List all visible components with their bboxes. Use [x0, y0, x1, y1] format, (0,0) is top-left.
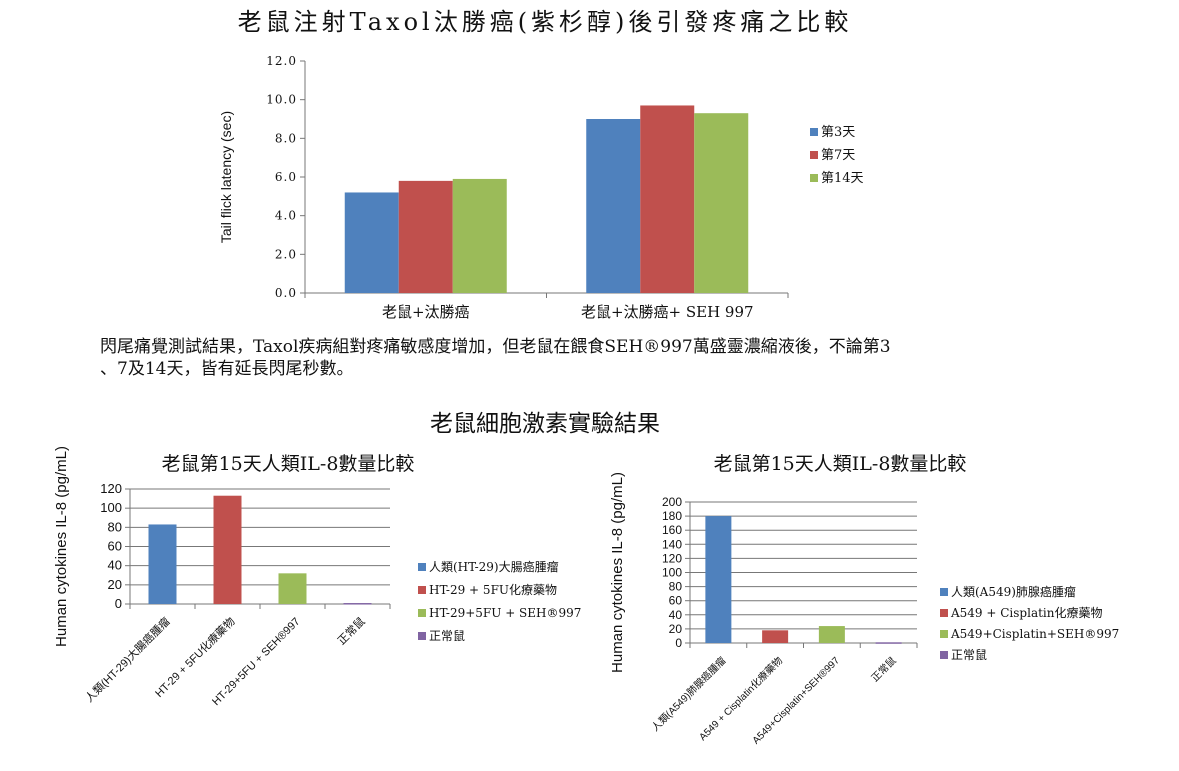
y-tick-label: 80 [108, 519, 122, 534]
y-tick-label: 40 [669, 608, 683, 622]
legend-swatch [810, 128, 818, 136]
legend-swatch [940, 651, 948, 659]
legend-swatch [940, 630, 948, 638]
bar [818, 626, 845, 643]
y-tick-label: 2.0 [275, 247, 297, 261]
y-tick-label: 200 [662, 495, 682, 509]
legend-swatch [810, 151, 818, 159]
legend-label: 第14天 [821, 171, 864, 186]
bar [705, 516, 732, 643]
bar [762, 630, 789, 643]
legend-swatch [940, 588, 948, 596]
y-tick-label: 100 [100, 500, 122, 515]
legend-label: A549+Cisplatin+SEH®997 [950, 627, 1119, 641]
bar [398, 180, 453, 293]
bar [875, 642, 902, 644]
bar [640, 105, 695, 293]
y-tick-label: 20 [108, 577, 122, 592]
y-tick-label: 120 [100, 481, 122, 496]
y-tick-label: 100 [662, 566, 682, 580]
legend-swatch [418, 563, 426, 571]
legend-label: HT-29 + 5FU化療藥物 [429, 583, 557, 597]
bar [452, 178, 507, 293]
section-title: 老鼠細胞激素實驗結果 [430, 411, 660, 437]
y-axis-label: Human cytokines IL-8 (pg/mL) [609, 472, 626, 673]
legend-label: 正常鼠 [429, 629, 465, 643]
y-tick-label: 60 [108, 539, 122, 554]
chart-title: 老鼠第15天人類IL-8數量比較 [714, 453, 967, 475]
legend-label: 人類(A549)肺腺癌腫瘤 [951, 584, 1076, 599]
bar [278, 573, 307, 604]
y-tick-label: 0 [675, 636, 682, 650]
y-tick-label: 10.0 [266, 93, 297, 107]
bar [344, 192, 399, 293]
y-tick-label: 0 [115, 596, 122, 611]
legend-swatch [418, 609, 426, 617]
legend-swatch [418, 586, 426, 594]
bar [586, 119, 641, 293]
main-title: 老鼠注射Taxol汰勝癌(紫杉醇)後引發疼痛之比較 [237, 8, 853, 36]
caption-line-2: 、7及14天，皆有延長閃尾秒數。 [100, 359, 354, 379]
legend-label: 第7天 [821, 148, 855, 163]
y-axis-label: Tail flick latency (sec) [218, 111, 234, 243]
legend-label: 人類(HT-29)大腸癌腫瘤 [429, 559, 559, 574]
y-tick-label: 180 [662, 509, 682, 523]
x-category-label: 正常鼠 [868, 654, 898, 684]
bar [694, 113, 749, 293]
caption-line-1: 閃尾痛覺測試結果，Taxol疾病組對疼痛敏感度增加，但老鼠在餵食SEH®997萬… [100, 337, 891, 357]
legend-swatch [418, 632, 426, 640]
y-tick-label: 8.0 [275, 131, 297, 145]
x-category-label: 老鼠+汰勝癌 [382, 303, 470, 321]
legend-swatch [940, 609, 948, 617]
x-category-label: 老鼠+汰勝癌+ SEH 997 [581, 303, 754, 321]
y-tick-label: 4.0 [275, 209, 297, 223]
bar [213, 495, 242, 604]
legend-label: HT-29+5FU + SEH®997 [429, 606, 581, 620]
legend-label: A549 + Cisplatin化療藥物 [950, 606, 1103, 620]
y-axis-label: Human cytokines IL-8 (pg/mL) [53, 446, 70, 647]
chart-title: 老鼠第15天人類IL-8數量比較 [162, 453, 415, 475]
y-tick-label: 140 [662, 537, 682, 551]
y-tick-label: 160 [662, 523, 682, 537]
y-tick-label: 80 [669, 580, 683, 594]
legend-label: 正常鼠 [951, 648, 987, 662]
y-tick-label: 12.0 [266, 54, 297, 68]
y-tick-label: 0.0 [275, 286, 297, 300]
y-tick-label: 120 [662, 551, 682, 565]
bar [343, 603, 372, 605]
legend-swatch [810, 174, 818, 182]
y-tick-label: 60 [669, 594, 683, 608]
y-tick-label: 20 [669, 622, 683, 636]
legend-label: 第3天 [821, 125, 855, 140]
y-tick-label: 40 [108, 558, 122, 573]
bar [148, 524, 177, 604]
y-tick-label: 6.0 [275, 170, 297, 184]
caption: 閃尾痛覺測試結果，Taxol疾病組對疼痛敏感度增加，但老鼠在餵食SEH®997萬… [100, 336, 1080, 380]
